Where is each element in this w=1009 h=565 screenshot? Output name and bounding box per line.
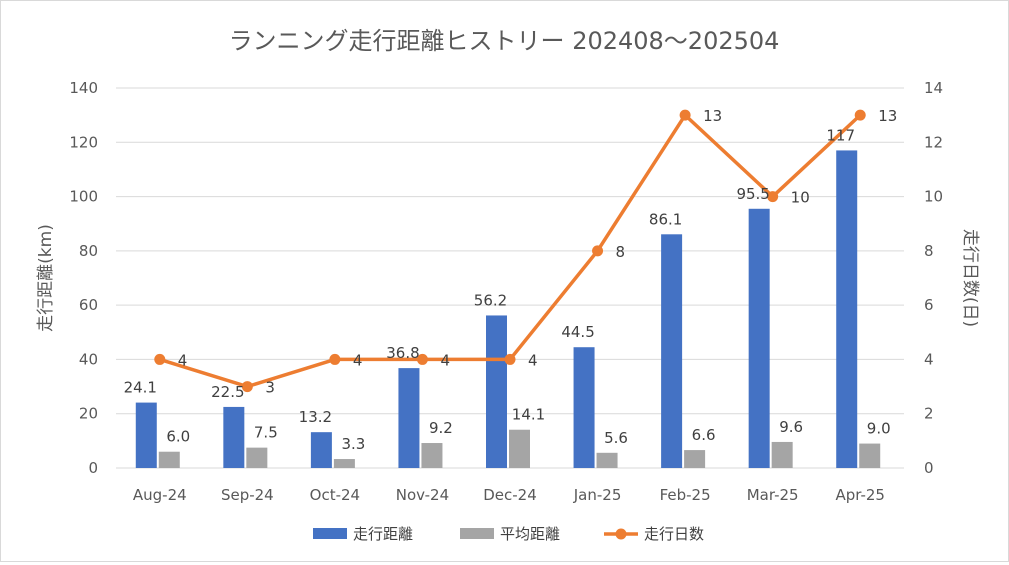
bar-distance — [135, 402, 157, 468]
legend-label-distance: 走行距離 — [353, 525, 413, 543]
y2-tick-label: 10 — [924, 188, 943, 206]
line-point-days — [416, 353, 428, 365]
x-tick-label: Feb-25 — [660, 486, 711, 504]
x-tick-label: Aug-24 — [133, 486, 187, 504]
bar-distance — [748, 208, 770, 469]
data-label-average: 9.0 — [867, 420, 891, 438]
data-label-distance: 86.1 — [649, 210, 682, 228]
bar-average — [421, 443, 443, 468]
legend: 走行距離 平均距離 走行日数 — [313, 525, 704, 543]
data-label-days: 10 — [791, 189, 810, 207]
data-label-distance: 117 — [826, 126, 855, 144]
x-tick-label: Dec-24 — [483, 486, 537, 504]
bar-distance — [310, 432, 332, 468]
bar-average — [333, 459, 355, 468]
line-point-days — [329, 353, 341, 365]
data-label-distance: 13.2 — [299, 408, 332, 426]
line-point-days — [592, 245, 604, 257]
line-point-days — [679, 109, 691, 121]
legend-swatch-distance — [313, 528, 347, 539]
legend-label-average: 平均距離 — [500, 525, 560, 543]
y-tick-label: 100 — [69, 188, 98, 206]
data-label-distance: 56.2 — [474, 291, 507, 309]
right-axis-title: 走行日数(日) — [960, 229, 980, 327]
line-series — [154, 109, 866, 393]
bar-average — [246, 447, 268, 468]
bar-distance — [398, 368, 420, 468]
bar-distance — [836, 150, 858, 468]
data-label-days: 4 — [353, 351, 363, 369]
bar-average — [509, 429, 530, 468]
legend-swatch-average — [460, 528, 494, 539]
data-labels: 24.1 22.5 13.2 36.8 56.2 44.5 86.1 95.5 117 6.0 7.… — [124, 107, 898, 453]
legend-swatch-days-marker — [615, 528, 627, 540]
data-label-days: 8 — [616, 243, 626, 261]
data-label-average: 6.6 — [692, 426, 716, 444]
bar-average — [771, 441, 793, 468]
data-label-days: 3 — [265, 379, 275, 397]
x-tick-label: Mar-25 — [747, 486, 799, 504]
right-axis-ticks: 0 2 4 6 8 10 12 14 — [924, 79, 943, 477]
line-point-days — [767, 191, 779, 203]
data-label-average: 6.0 — [166, 428, 190, 446]
y2-tick-label: 14 — [924, 79, 943, 97]
line-point-days — [504, 353, 516, 365]
y2-tick-label: 6 — [924, 296, 934, 314]
data-label-days: 4 — [178, 351, 188, 369]
data-label-distance: 22.5 — [211, 383, 244, 401]
category-axis: Aug-24 Sep-24 Oct-24 Nov-24 Dec-24 Jan-25 Feb-… — [133, 486, 885, 504]
x-tick-label: Nov-24 — [396, 486, 449, 504]
y-tick-label: 40 — [79, 350, 98, 368]
data-label-average: 9.6 — [779, 418, 803, 436]
bar-distance — [573, 347, 595, 468]
line-point-days — [854, 109, 866, 121]
data-label-average: 3.3 — [341, 435, 365, 453]
data-label-average: 9.2 — [429, 419, 453, 437]
y2-tick-label: 12 — [924, 133, 943, 151]
data-label-days: 4 — [440, 351, 450, 369]
y-tick-label: 140 — [69, 79, 98, 97]
x-tick-label: Sep-24 — [221, 486, 274, 504]
data-label-average: 7.5 — [254, 424, 278, 442]
bar-average — [596, 452, 618, 468]
y-tick-label: 0 — [88, 459, 98, 477]
x-tick-label: Oct-24 — [310, 486, 360, 504]
bar-distance — [661, 234, 683, 468]
line-point-days — [154, 353, 166, 365]
bar-average — [684, 450, 706, 468]
left-axis-ticks: 0 20 40 60 80 100 120 140 — [69, 79, 98, 477]
bar-average — [859, 443, 881, 468]
y-tick-label: 20 — [79, 405, 98, 423]
data-label-days: 13 — [878, 107, 897, 125]
data-label-distance: 95.5 — [736, 185, 769, 203]
bar-distance — [223, 406, 245, 468]
y2-tick-label: 4 — [924, 350, 934, 368]
y-tick-label: 120 — [69, 133, 98, 151]
data-label-distance: 24.1 — [124, 379, 157, 397]
y2-tick-label: 8 — [924, 242, 934, 260]
y2-tick-label: 0 — [924, 459, 934, 477]
data-label-days: 4 — [528, 351, 538, 369]
x-tick-label: Apr-25 — [835, 486, 885, 504]
x-tick-label: Jan-25 — [573, 486, 622, 504]
left-axis-title: 走行距離(km) — [36, 224, 56, 332]
data-label-days: 13 — [703, 107, 722, 125]
data-label-distance: 44.5 — [561, 323, 594, 341]
data-label-average: 5.6 — [604, 429, 628, 447]
y2-tick-label: 2 — [924, 405, 934, 423]
y-tick-label: 60 — [79, 296, 98, 314]
chart-title: ランニング走行距離ヒストリー 202408～202504 — [229, 27, 780, 55]
bar-distance — [486, 315, 507, 468]
legend-label-days: 走行日数 — [644, 525, 704, 543]
bar-average — [158, 451, 180, 468]
line-point-days — [241, 381, 253, 393]
y-tick-label: 80 — [79, 242, 98, 260]
data-label-distance: 36.8 — [386, 344, 419, 362]
bar-series — [135, 150, 881, 469]
data-label-average: 14.1 — [512, 406, 545, 424]
